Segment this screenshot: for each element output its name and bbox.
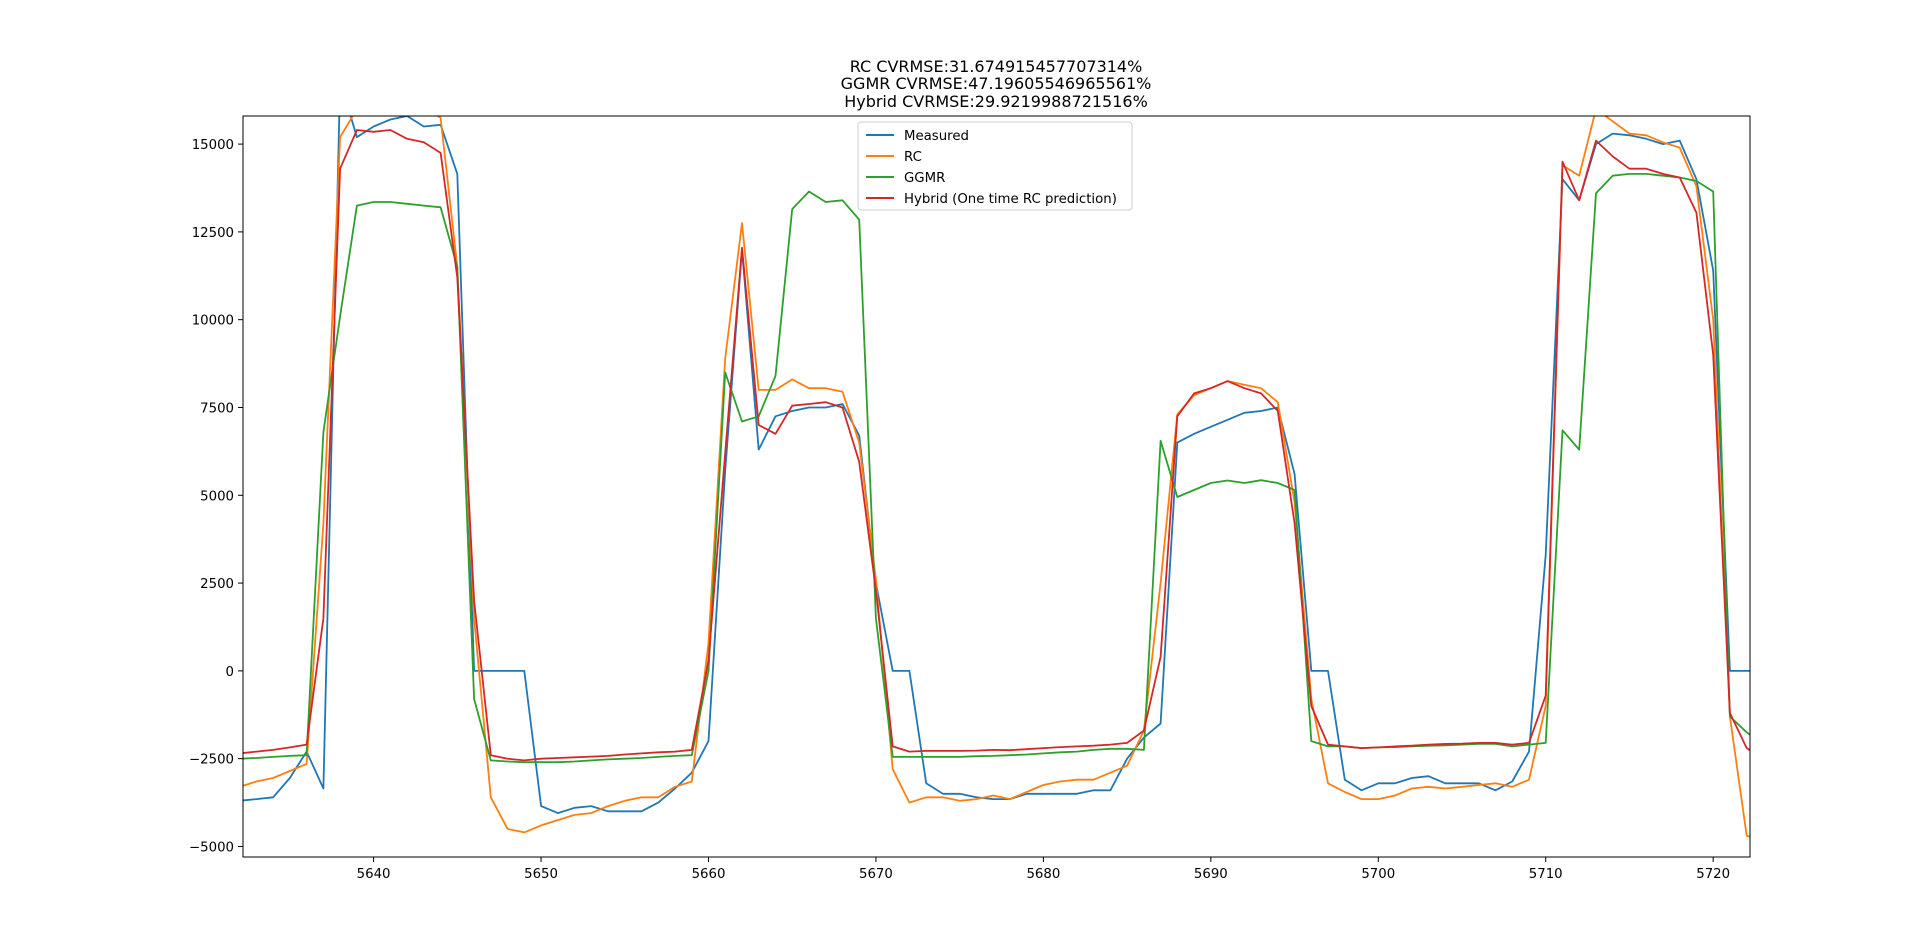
series-line-rc (243, 116, 1750, 838)
y-tick-label: 0 (226, 665, 234, 680)
chart-title: RC CVRMSE:31.674915457707314% GGMR CVRMS… (841, 57, 1152, 111)
series-layer (243, 116, 1750, 838)
x-tick-label: 5710 (1529, 867, 1563, 882)
title-line-1: RC CVRMSE:31.674915457707314% (850, 57, 1143, 76)
x-tick-label: 5650 (524, 867, 558, 882)
legend-entry-measured: Measured (866, 129, 969, 144)
x-tick-label: 5640 (357, 867, 391, 882)
y-tick-label: 7500 (200, 401, 234, 416)
x-tick-label: 5680 (1026, 867, 1060, 882)
title-line-2: GGMR CVRMSE:47.19605546965561% (841, 74, 1152, 93)
plot-frame (242, 115, 1751, 858)
x-axis: 5640 5650 5660 5670 5680 5690 5700 5710 5720 (357, 857, 1730, 882)
legend-label-measured: Measured (904, 129, 969, 144)
y-tick-label: 10000 (192, 314, 234, 329)
y-tick-label: 5000 (200, 489, 234, 504)
series-line-measured (243, 116, 1750, 814)
y-tick-label: −2500 (189, 753, 234, 768)
series-line-hybrid (243, 129, 1750, 762)
legend-entry-rc: RC (866, 150, 922, 165)
y-axis: −5000 −2500 0 2500 5000 7500 10000 12500 15000 (189, 138, 243, 855)
x-tick-label: 5720 (1696, 867, 1730, 882)
legend: Measured RC GGMR Hybrid (One time RC pre… (857, 121, 1133, 211)
legend-entry-ggmr: GGMR (866, 171, 945, 186)
y-tick-label: 15000 (192, 138, 234, 153)
title-line-3: Hybrid CVRMSE:29.9219988721516% (844, 92, 1148, 111)
legend-label-rc: RC (904, 150, 922, 165)
x-tick-label: 5700 (1361, 867, 1395, 882)
legend-label-ggmr: GGMR (904, 171, 945, 186)
legend-label-hybrid: Hybrid (One time RC prediction) (904, 192, 1117, 207)
x-tick-label: 5670 (859, 867, 893, 882)
y-tick-label: −5000 (189, 840, 234, 855)
series-line-ggmr (243, 172, 1750, 764)
x-tick-label: 5690 (1194, 867, 1228, 882)
y-tick-label: 12500 (192, 226, 234, 241)
legend-entry-hybrid: Hybrid (One time RC prediction) (866, 192, 1117, 207)
y-tick-label: 2500 (200, 577, 234, 592)
legend-box (857, 121, 1133, 211)
x-tick-label: 5660 (692, 867, 726, 882)
